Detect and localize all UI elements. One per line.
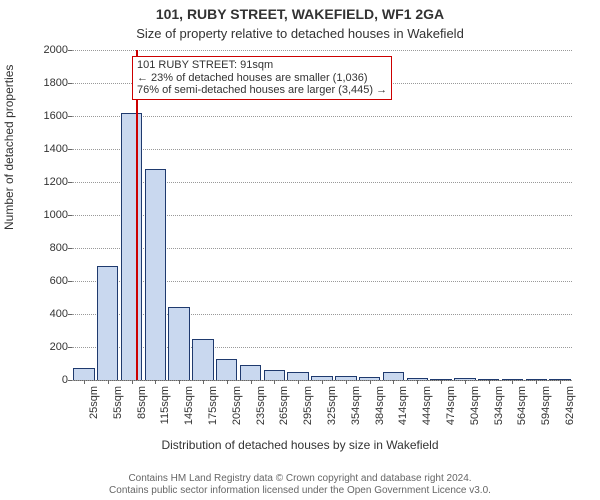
y-tick-mark	[68, 380, 72, 381]
x-tick-label: 444sqm	[421, 386, 433, 425]
y-tick-mark	[68, 314, 72, 315]
x-tick-label: 55sqm	[112, 386, 124, 419]
x-tick-mark	[84, 380, 85, 384]
x-tick-mark	[489, 380, 490, 384]
y-tick-label: 1200	[28, 176, 68, 188]
x-tick-label: 504sqm	[469, 386, 481, 425]
x-tick-label: 414sqm	[397, 386, 409, 425]
x-tick-label: 205sqm	[231, 386, 243, 425]
x-tick-label: 175sqm	[207, 386, 219, 425]
x-tick-mark	[370, 380, 371, 384]
y-tick-mark	[68, 347, 72, 348]
chart-title: 101, RUBY STREET, WAKEFIELD, WF1 2GA	[0, 6, 600, 22]
y-tick-mark	[68, 149, 72, 150]
histogram-bar	[383, 372, 404, 380]
x-tick-mark	[108, 380, 109, 384]
histogram-bar	[287, 372, 308, 380]
x-tick-label: 115sqm	[159, 386, 171, 424]
histogram-bar	[145, 169, 166, 380]
x-tick-mark	[155, 380, 156, 384]
footer-line-1: Contains HM Land Registry data © Crown c…	[0, 473, 600, 485]
annotation-line-1: 101 RUBY STREET: 91sqm	[137, 59, 387, 72]
y-axis-label: Number of detached properties	[2, 65, 16, 230]
histogram-bar	[73, 368, 94, 380]
y-tick-label: 400	[28, 308, 68, 320]
x-tick-mark	[298, 380, 299, 384]
x-tick-label: 325sqm	[326, 386, 338, 425]
y-tick-mark	[68, 83, 72, 84]
y-tick-label: 2000	[28, 44, 68, 56]
x-tick-mark	[203, 380, 204, 384]
histogram-bar	[264, 370, 285, 380]
y-tick-label: 0	[28, 374, 68, 386]
histogram-bar	[192, 339, 213, 380]
histogram-bar	[216, 359, 237, 380]
y-tick-mark	[68, 248, 72, 249]
histogram-bar	[168, 307, 189, 380]
x-tick-mark	[465, 380, 466, 384]
y-tick-label: 1000	[28, 209, 68, 221]
x-tick-mark	[536, 380, 537, 384]
y-tick-label: 200	[28, 341, 68, 353]
x-tick-mark	[512, 380, 513, 384]
x-tick-label: 265sqm	[278, 386, 290, 425]
y-tick-label: 1400	[28, 143, 68, 155]
x-tick-label: 354sqm	[350, 386, 362, 425]
x-tick-label: 474sqm	[445, 386, 457, 425]
annotation-line-2: ← 23% of detached houses are smaller (1,…	[137, 72, 387, 85]
chart-container: 101, RUBY STREET, WAKEFIELD, WF1 2GA Siz…	[0, 0, 600, 500]
x-tick-mark	[274, 380, 275, 384]
y-tick-mark	[68, 116, 72, 117]
y-tick-mark	[68, 50, 72, 51]
histogram-bar	[121, 113, 142, 380]
y-tick-label: 800	[28, 242, 68, 254]
y-tick-label: 600	[28, 275, 68, 287]
y-tick-label: 1800	[28, 77, 68, 89]
x-tick-mark	[393, 380, 394, 384]
x-tick-label: 25sqm	[88, 386, 100, 419]
y-tick-label: 1600	[28, 110, 68, 122]
x-tick-label: 85sqm	[136, 386, 148, 419]
x-tick-mark	[132, 380, 133, 384]
x-tick-mark	[227, 380, 228, 384]
x-axis-label: Distribution of detached houses by size …	[0, 438, 600, 452]
x-tick-label: 145sqm	[183, 386, 195, 425]
x-tick-label: 534sqm	[493, 386, 505, 425]
x-tick-label: 235sqm	[255, 386, 267, 425]
x-tick-label: 295sqm	[302, 386, 314, 425]
footer-line-2: Contains public sector information licen…	[0, 485, 600, 497]
y-tick-mark	[68, 281, 72, 282]
plot-area: 101 RUBY STREET: 91sqm ← 23% of detached…	[72, 50, 572, 381]
histogram-bar	[240, 365, 261, 380]
annotation-line-3: 76% of semi-detached houses are larger (…	[137, 84, 387, 97]
x-tick-label: 624sqm	[564, 386, 576, 425]
x-tick-mark	[251, 380, 252, 384]
x-tick-label: 594sqm	[540, 386, 552, 425]
y-tick-mark	[68, 215, 72, 216]
x-tick-label: 384sqm	[374, 386, 386, 425]
x-tick-mark	[179, 380, 180, 384]
x-tick-label: 564sqm	[516, 386, 528, 425]
y-tick-mark	[68, 182, 72, 183]
x-tick-mark	[346, 380, 347, 384]
annotation-box: 101 RUBY STREET: 91sqm ← 23% of detached…	[132, 56, 392, 100]
histogram-bar	[97, 266, 118, 380]
x-tick-mark	[441, 380, 442, 384]
x-tick-mark	[322, 380, 323, 384]
attribution-footer: Contains HM Land Registry data © Crown c…	[0, 473, 600, 496]
chart-subtitle: Size of property relative to detached ho…	[0, 26, 600, 41]
x-tick-mark	[417, 380, 418, 384]
x-tick-mark	[560, 380, 561, 384]
